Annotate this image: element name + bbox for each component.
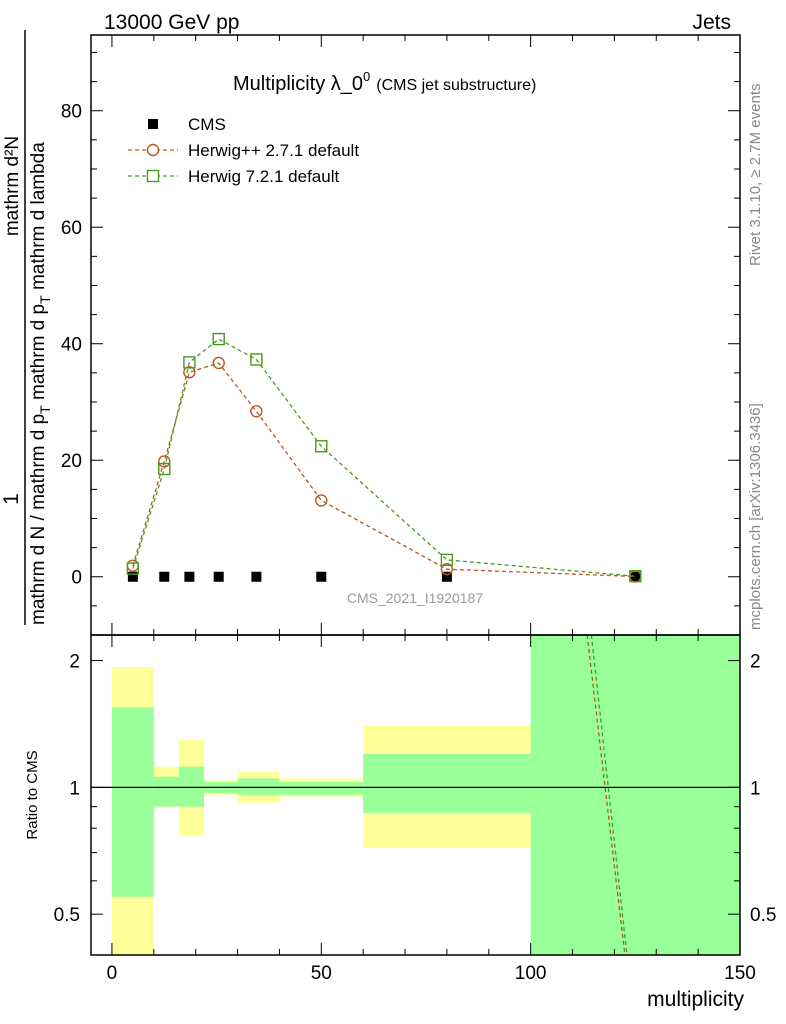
y-label-den-sub1: T — [37, 405, 53, 414]
herwigpp-point-6 — [440, 562, 454, 576]
ratio-band-green-1 — [153, 776, 179, 807]
herwig7-point-2 — [183, 356, 196, 369]
main-ytick-label-0: 0 — [71, 568, 82, 589]
ratio-y-axis-label: Ratio to CMS — [24, 750, 41, 839]
legend-label-2: Herwig 7.2.1 default — [188, 167, 339, 186]
cms-point-7 — [630, 571, 641, 582]
herwigpp-point-3 — [212, 356, 225, 370]
cms-point-3 — [213, 571, 224, 582]
y-label-den-part3: mathrm d lambda — [28, 142, 49, 296]
main-y-axis-label: 1 mathrm d²N mathrm d N / mathrm d pT ma… — [0, 30, 53, 625]
main-ytick-label-40: 40 — [61, 335, 82, 356]
legend-marker-cms — [148, 119, 158, 129]
main-ytick-label-80: 80 — [61, 102, 82, 123]
header-jets-label: Jets — [692, 11, 731, 34]
legend-marker-1 — [146, 143, 160, 157]
cms-point-5 — [316, 571, 327, 582]
cms-point-1 — [159, 571, 170, 582]
mcplots-label: mcplots.cern.ch [arXiv:1306.3436] — [747, 403, 764, 630]
ratio-line-1 — [590, 634, 628, 956]
ratio-ytick-label-left-1: 1 — [69, 778, 80, 799]
ratio-band-green-2 — [178, 766, 205, 807]
series-line-1 — [132, 362, 636, 578]
x-axis-label: multiplicity — [647, 988, 744, 1011]
chart-title-sup: 0 — [363, 69, 370, 84]
main-series-layer — [126, 332, 642, 583]
ratio-lines-layer — [586, 634, 628, 956]
chart-title: Multiplicity λ_00 (CMS jet substructure) — [233, 69, 536, 95]
legend-marker-2 — [146, 169, 160, 183]
ratio-band-green-4 — [237, 778, 280, 795]
analysis-watermark: CMS_2021_I1920187 — [347, 590, 483, 606]
legend: CMS Herwig++ 2.7.1 default Herwig 7.2.1 de… — [128, 115, 359, 186]
herwigpp-point-5 — [315, 494, 328, 507]
y-label-den-sub2: T — [37, 295, 53, 304]
ratio-band-green-0 — [111, 707, 154, 897]
series-line-2 — [132, 338, 636, 577]
ratio-ytick-label-right-1: 1 — [750, 778, 761, 799]
herwigpp-point-4 — [250, 405, 263, 418]
herwig7-point-3 — [212, 332, 225, 346]
herwig7-point-5 — [315, 440, 328, 453]
y-label-denominator: mathrm d N / mathrm d pT mathrm d pT mat… — [28, 142, 53, 625]
chart-title-sub: (CMS jet substructure) — [376, 77, 536, 94]
ratio-band-green-6 — [363, 754, 531, 813]
ratio-band-green-5 — [279, 781, 364, 795]
legend-label-0: CMS — [188, 115, 226, 134]
axes-layer: 0 50 100 150 0 20 40 60 80 0.5 0.5 1 1 2 2 — [54, 34, 776, 984]
cms-point-2 — [184, 571, 195, 582]
ratio-ytick-label-left-2: 2 — [69, 652, 80, 673]
herwigpp-point-2 — [183, 366, 196, 379]
x-tick-label-100: 100 — [515, 963, 547, 984]
herwig7-point-7 — [629, 569, 642, 583]
ratio-panel-frame — [90, 634, 741, 956]
y-label-den-part2: mathrm d p — [28, 304, 49, 405]
ratio-ytick-label-right-0.5: 0.5 — [750, 905, 776, 926]
herwig7-point-0 — [126, 562, 140, 575]
ratio-ytick-label-right-2: 2 — [750, 652, 761, 673]
x-tick-label-0: 0 — [107, 963, 118, 984]
main-ytick-label-60: 60 — [61, 218, 82, 239]
herwig7-point-1 — [158, 462, 171, 476]
main-ytick-label-20: 20 — [61, 451, 82, 472]
y-label-one: 1 — [0, 493, 23, 505]
cms-point-0 — [127, 571, 138, 582]
rivet-version-label: Rivet 3.1.10, ≥ 2.7M events — [747, 84, 764, 267]
herwig7-point-4 — [250, 353, 263, 366]
chart-title-main: Multiplicity λ_0 — [233, 73, 363, 95]
y-label-numerator: mathrm d²N — [2, 136, 23, 236]
cms-point-4 — [251, 571, 262, 582]
legend-label-1: Herwig++ 2.7.1 default — [188, 141, 359, 160]
y-label-den-part1: mathrm d N / mathrm d p — [28, 414, 49, 625]
ratio-ytick-label-left-0.5: 0.5 — [54, 905, 80, 926]
ratio-line-0 — [586, 634, 626, 956]
ratio-bands-layer — [91, 635, 740, 955]
herwig7-point-6 — [440, 553, 454, 567]
ratio-band-green-7 — [530, 635, 740, 955]
cms-point-6 — [441, 571, 452, 582]
header-energy-label: 13000 GeV pp — [104, 11, 239, 34]
x-tick-label-150: 150 — [724, 963, 756, 984]
x-tick-label-50: 50 — [311, 963, 332, 984]
